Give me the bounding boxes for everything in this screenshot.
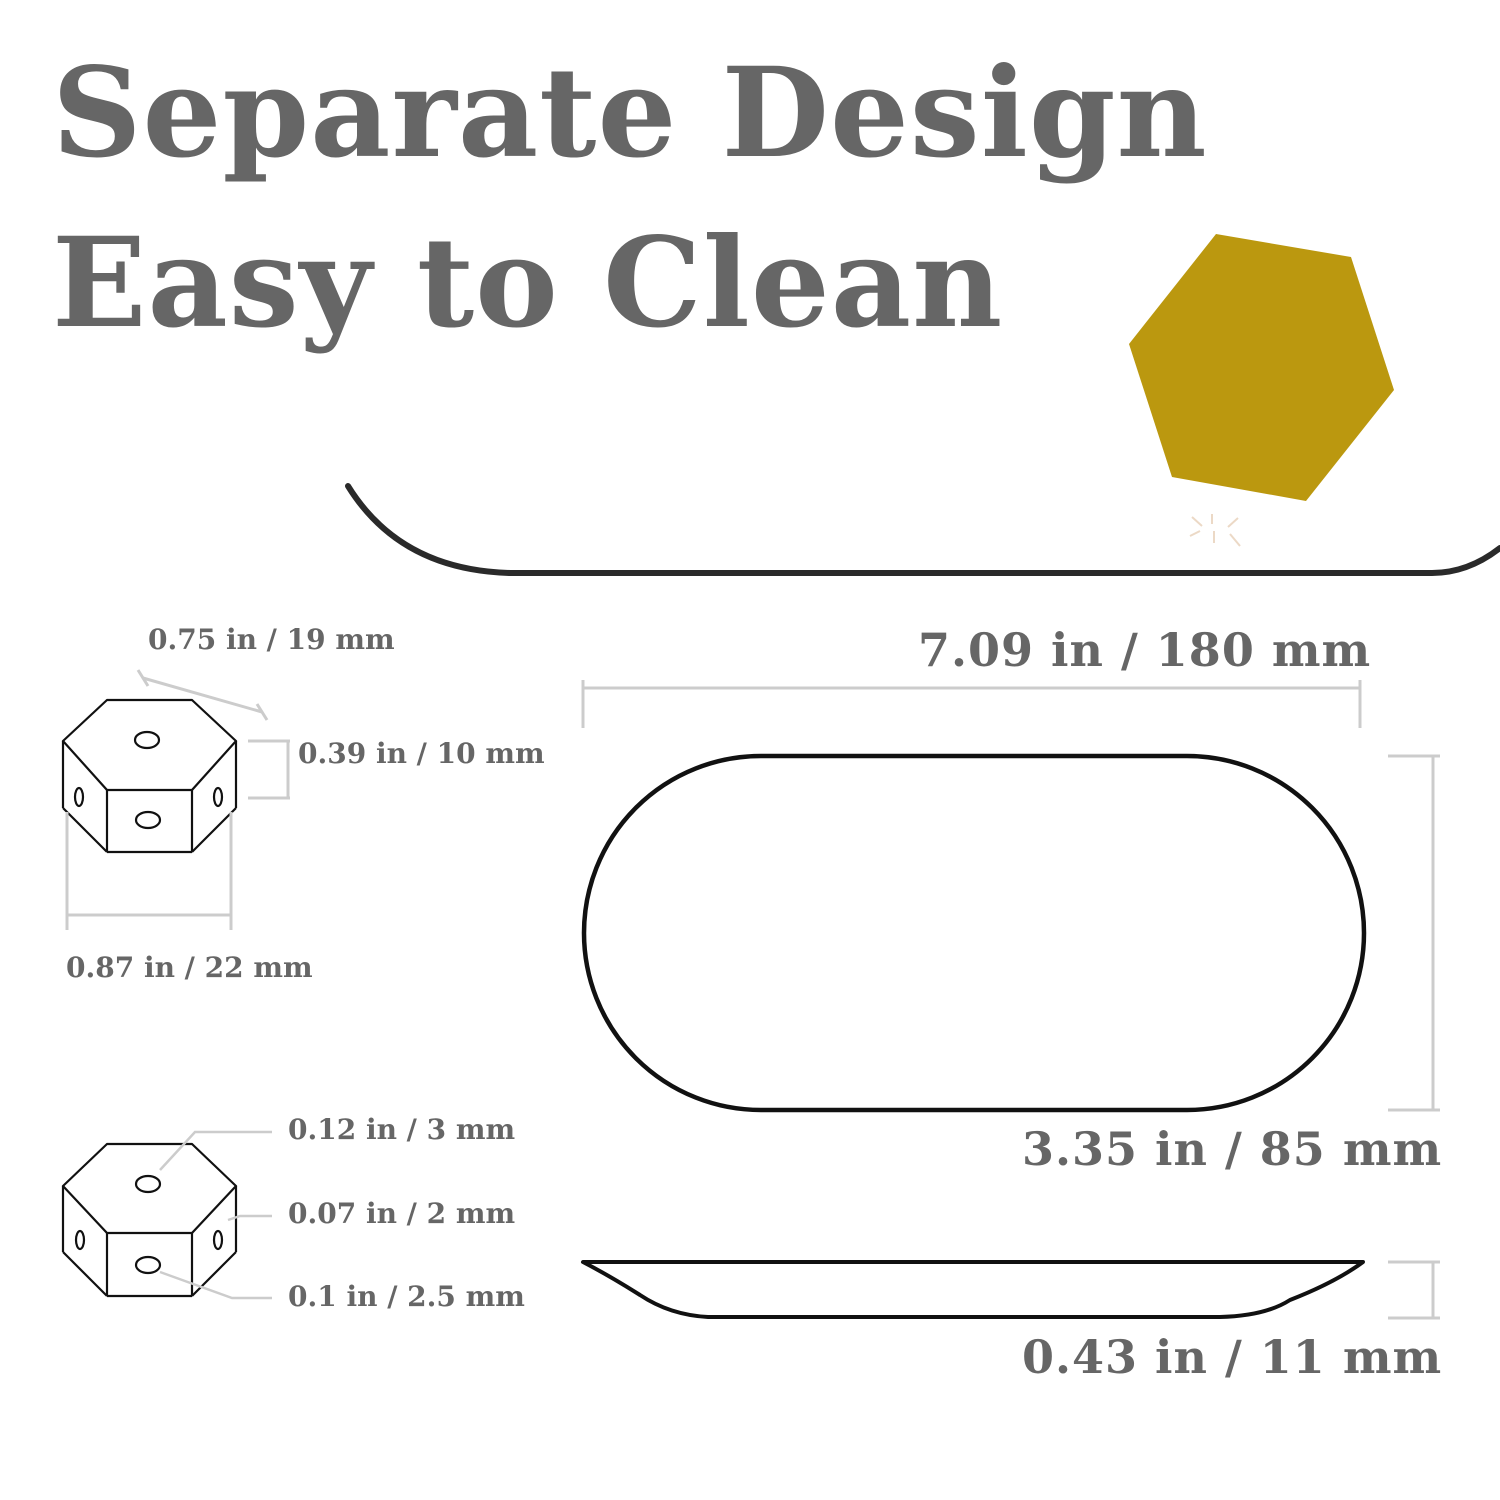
hole-side-label: 0.07 in / 2 mm — [288, 1197, 516, 1230]
hole-leader-lines — [159, 1130, 272, 1300]
hexagon-spacer-holes-drawing — [61, 1142, 238, 1298]
spacer-height-label: 0.39 in / 10 mm — [298, 737, 545, 770]
spacer-edge-label: 0.75 in / 19 mm — [148, 623, 395, 656]
dish-height-label: 0.43 in / 11 mm — [1022, 1330, 1443, 1384]
hole-top-label: 0.12 in / 3 mm — [288, 1113, 516, 1146]
gold-hexagon-shape — [1129, 234, 1394, 501]
headline-line-2: Easy to Clean — [52, 211, 1004, 356]
dish-dimension-lines — [581, 680, 1440, 1320]
spacer-dimension-lines — [65, 669, 290, 930]
dish-top-view-outline — [581, 753, 1367, 1113]
sparkle-lines — [1189, 514, 1241, 547]
dish-length-label: 7.09 in / 180 mm — [918, 623, 1372, 677]
dish-side-view-outline — [581, 1260, 1365, 1319]
hexagon-spacer-drawing — [61, 698, 238, 854]
dish-rim-arc — [345, 483, 1500, 576]
spacer-width-label: 0.87 in / 22 mm — [66, 951, 313, 984]
hole-front-label: 0.1 in / 2.5 mm — [288, 1280, 525, 1313]
headline-line-1: Separate Design — [52, 41, 1208, 186]
dish-width-label: 3.35 in / 85 mm — [1022, 1122, 1443, 1176]
